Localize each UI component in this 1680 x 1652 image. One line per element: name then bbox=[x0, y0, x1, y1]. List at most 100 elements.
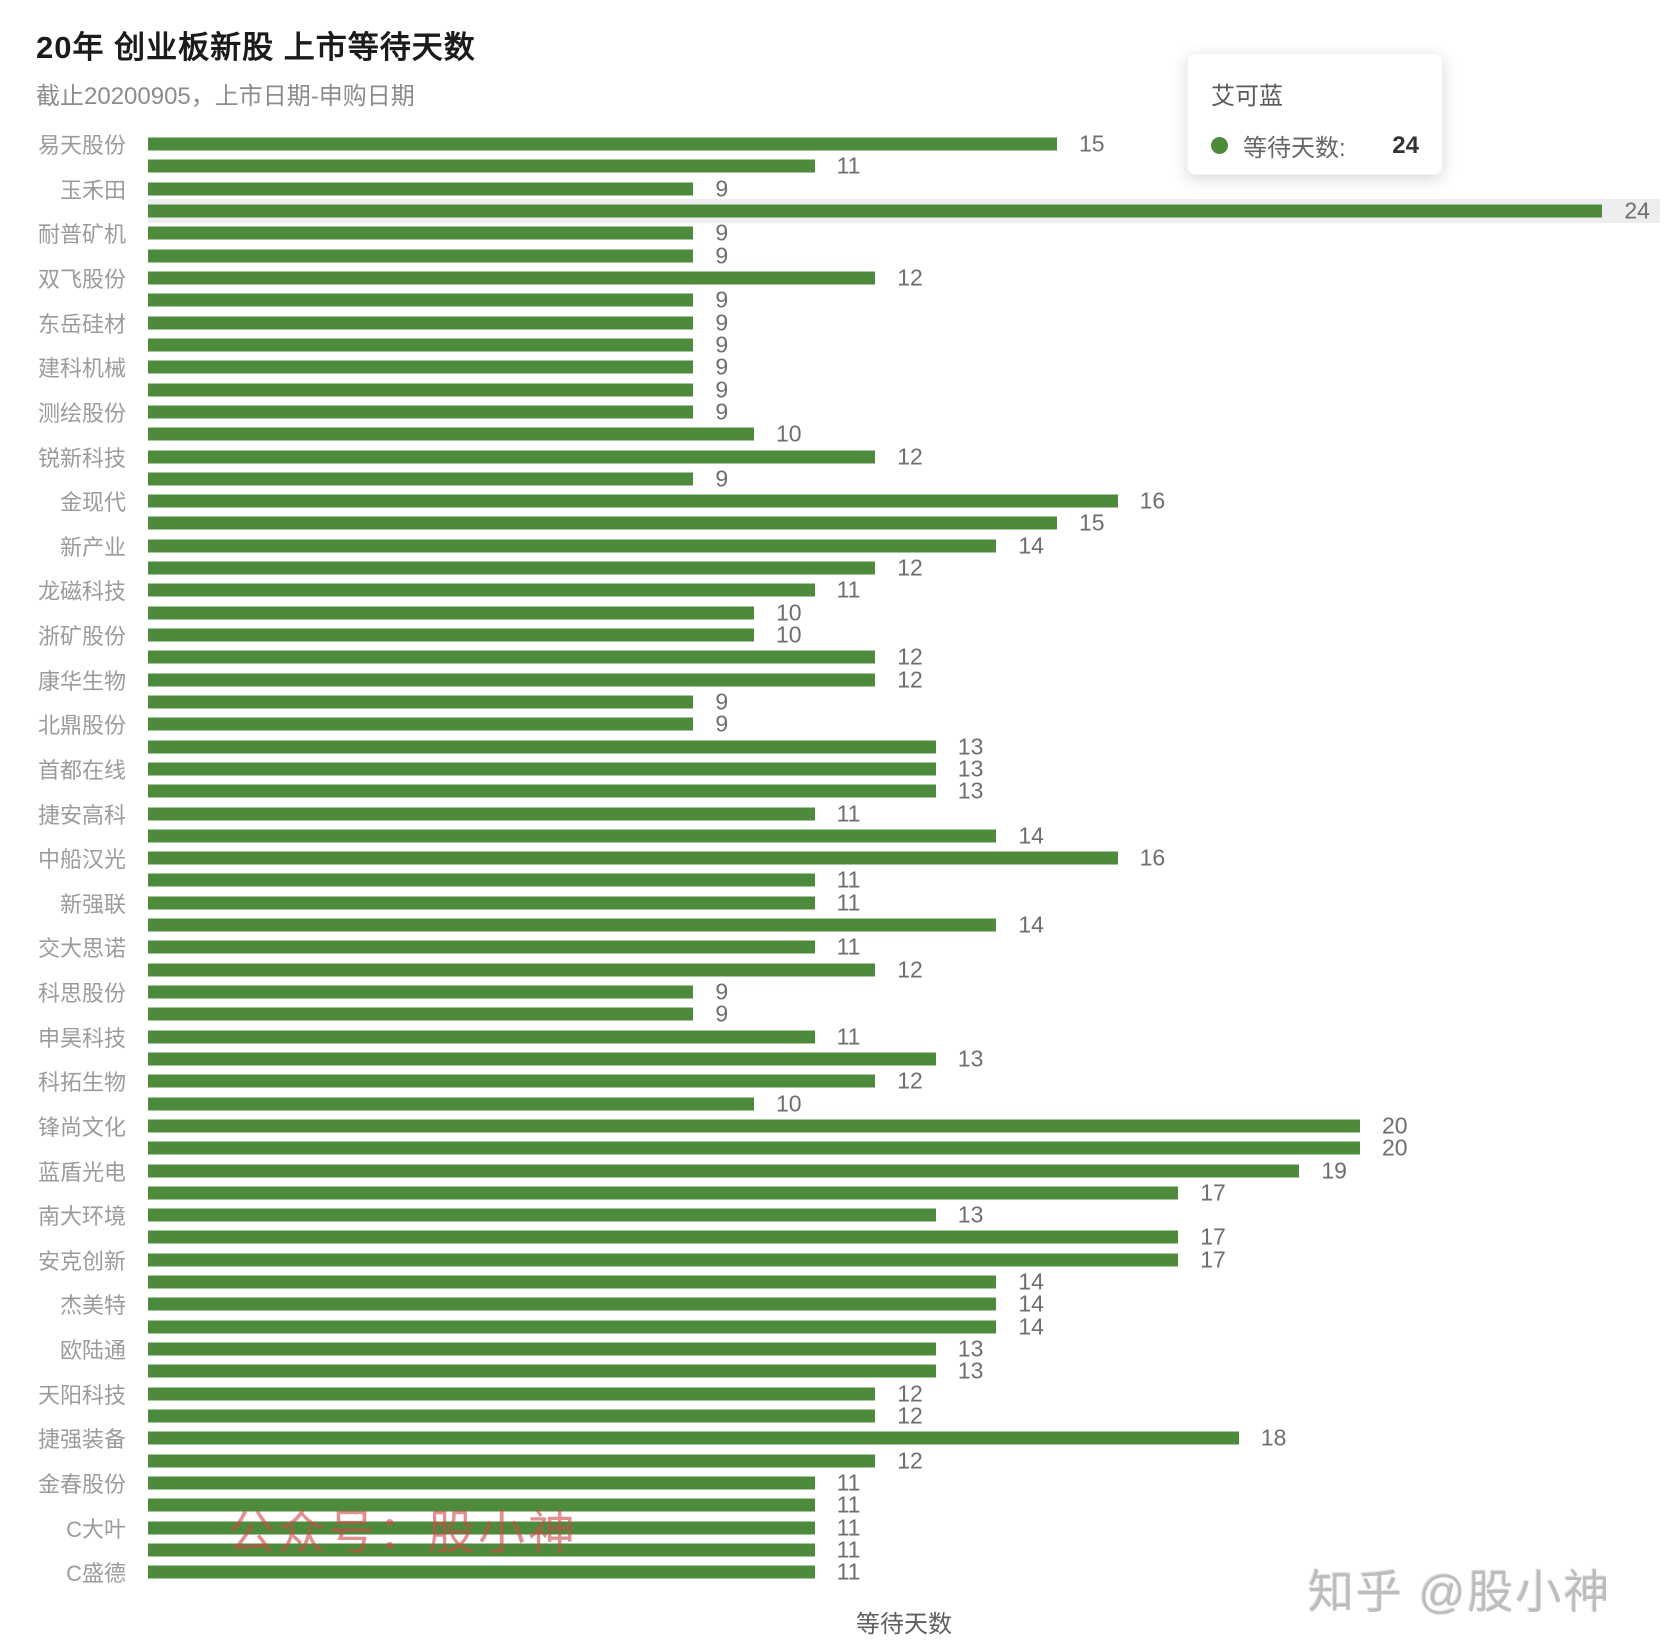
bar-row: 科思股份 9 bbox=[0, 979, 1680, 1007]
bar-row: 杰美特 14 bbox=[0, 1290, 1680, 1319]
bar-value-label: 10 bbox=[776, 1090, 802, 1117]
bar[interactable] bbox=[148, 137, 1057, 151]
bar[interactable] bbox=[148, 695, 694, 709]
bar[interactable] bbox=[148, 249, 694, 263]
y-axis-label: 欧陆通 bbox=[59, 1338, 126, 1364]
bar[interactable] bbox=[148, 1164, 1300, 1178]
bar-value-label: 9 bbox=[715, 1000, 729, 1027]
y-axis-label: 东岳硅材 bbox=[37, 311, 126, 337]
y-axis-label: 双飞股份 bbox=[37, 267, 126, 293]
bar[interactable] bbox=[148, 472, 694, 486]
bar[interactable] bbox=[148, 896, 815, 910]
bar[interactable] bbox=[148, 226, 694, 240]
bar[interactable] bbox=[148, 1565, 815, 1579]
bar-value-label: 14 bbox=[1018, 1290, 1044, 1317]
bar[interactable] bbox=[148, 1297, 997, 1311]
bar-value-label: 9 bbox=[715, 465, 729, 492]
bar[interactable] bbox=[148, 338, 694, 352]
bar[interactable] bbox=[148, 740, 936, 754]
bar[interactable] bbox=[148, 1342, 936, 1356]
bar[interactable] bbox=[148, 427, 754, 441]
chart-title: 20年 创业板新股 上市等待天数 bbox=[36, 30, 476, 65]
bar-value-label: 13 bbox=[957, 1335, 984, 1362]
bar[interactable] bbox=[148, 1498, 815, 1512]
bar-value-label: 12 bbox=[897, 1067, 923, 1094]
bar[interactable] bbox=[148, 606, 754, 620]
bar[interactable] bbox=[148, 784, 936, 798]
y-axis-label: 建科机械 bbox=[37, 356, 126, 382]
bar-row: 13 bbox=[0, 1045, 1680, 1071]
bar[interactable] bbox=[148, 1141, 1360, 1155]
bar[interactable] bbox=[148, 1230, 1179, 1244]
bar[interactable] bbox=[148, 1253, 1179, 1267]
bar-value-label: 17 bbox=[1200, 1246, 1226, 1273]
bar[interactable] bbox=[148, 316, 694, 330]
bar-row: 9 bbox=[0, 287, 1680, 313]
bar[interactable] bbox=[148, 360, 694, 374]
bar[interactable] bbox=[148, 829, 997, 843]
y-axis-label: 申昊科技 bbox=[37, 1025, 126, 1051]
bar[interactable] bbox=[148, 1186, 1179, 1200]
bar[interactable] bbox=[148, 383, 694, 397]
bar[interactable] bbox=[148, 1052, 936, 1066]
bar[interactable] bbox=[148, 1521, 815, 1535]
bar[interactable] bbox=[148, 1275, 997, 1289]
bar[interactable] bbox=[148, 940, 815, 954]
bar[interactable] bbox=[148, 450, 876, 464]
bar[interactable] bbox=[148, 762, 936, 776]
bar[interactable] bbox=[148, 182, 694, 196]
bar-row: 新产业 14 bbox=[0, 532, 1680, 560]
bar[interactable] bbox=[148, 1030, 815, 1044]
bar-row: 建科机械 9 bbox=[0, 354, 1680, 382]
bar[interactable] bbox=[148, 1476, 815, 1490]
y-axis-label: 天阳科技 bbox=[37, 1382, 126, 1408]
bar[interactable] bbox=[148, 204, 1603, 218]
bar[interactable] bbox=[148, 1119, 1360, 1133]
bar[interactable] bbox=[148, 1431, 1239, 1445]
bar[interactable] bbox=[148, 1097, 754, 1111]
bar[interactable] bbox=[148, 807, 815, 821]
bar[interactable] bbox=[148, 1454, 876, 1468]
bar[interactable] bbox=[148, 918, 997, 932]
bar[interactable] bbox=[148, 873, 815, 887]
y-axis-label: 科拓生物 bbox=[37, 1070, 126, 1096]
bar-row: 南大环境 13 bbox=[0, 1201, 1680, 1230]
bar[interactable] bbox=[148, 1387, 876, 1401]
bar[interactable] bbox=[148, 561, 876, 575]
bar-row: 欧陆通 13 bbox=[0, 1335, 1680, 1364]
bar[interactable] bbox=[148, 673, 876, 687]
bar-row: 锋尚文化 20 bbox=[0, 1112, 1680, 1140]
bar[interactable] bbox=[148, 1409, 876, 1423]
bar-row: 首都在线 13 bbox=[0, 755, 1680, 783]
bar[interactable] bbox=[148, 539, 997, 553]
bar-value-label: 16 bbox=[1139, 487, 1166, 514]
bar[interactable] bbox=[148, 851, 1118, 865]
bar[interactable] bbox=[148, 1007, 694, 1021]
bar-row: 15 bbox=[0, 510, 1680, 536]
bar[interactable] bbox=[148, 650, 876, 664]
bar[interactable] bbox=[148, 159, 815, 173]
bar-row: 康华生物 12 bbox=[0, 666, 1680, 694]
bar[interactable] bbox=[148, 405, 694, 419]
bar[interactable] bbox=[148, 1320, 997, 1334]
bar[interactable] bbox=[148, 1543, 815, 1557]
bar[interactable] bbox=[148, 271, 876, 285]
bar[interactable] bbox=[148, 1208, 936, 1222]
bar[interactable] bbox=[148, 494, 1118, 508]
bar-value-label: 13 bbox=[957, 1201, 984, 1228]
bar[interactable] bbox=[148, 628, 754, 642]
bar[interactable] bbox=[148, 293, 694, 307]
bar-value-label: 13 bbox=[957, 733, 984, 760]
bar-value-label: 12 bbox=[897, 1447, 923, 1474]
bar[interactable] bbox=[148, 717, 694, 731]
bar[interactable] bbox=[148, 583, 815, 597]
bar-value-label: 10 bbox=[776, 621, 802, 648]
bar[interactable] bbox=[148, 963, 876, 977]
bar-value-label: 14 bbox=[1018, 822, 1044, 849]
bar[interactable] bbox=[148, 1364, 936, 1378]
bar[interactable] bbox=[148, 516, 1057, 530]
bar[interactable] bbox=[148, 985, 694, 999]
bar-value-label: 11 bbox=[836, 1536, 861, 1563]
bar-row: 13 bbox=[0, 733, 1680, 760]
bar[interactable] bbox=[148, 1074, 876, 1088]
